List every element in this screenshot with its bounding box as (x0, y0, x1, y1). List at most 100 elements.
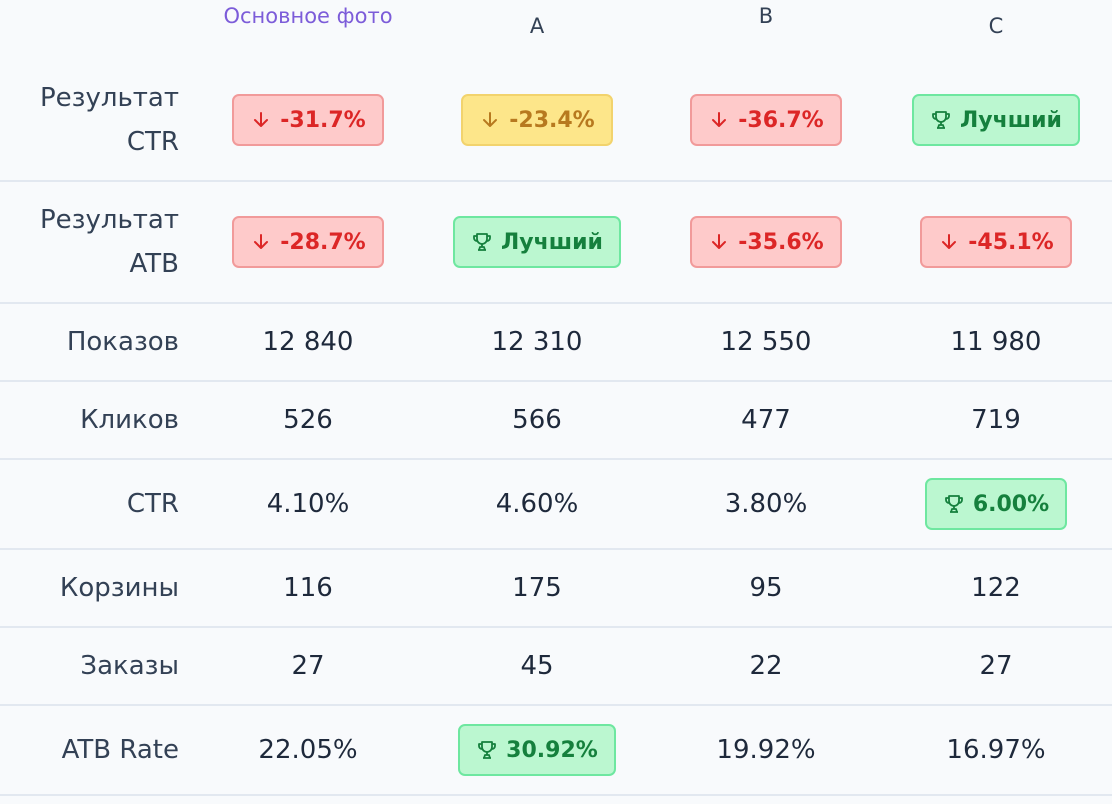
best-badge: Лучший (912, 94, 1080, 146)
cell-c: 11 980 (881, 304, 1111, 380)
column-header-c: C (988, 14, 1004, 38)
cell-value: 19.92% (716, 735, 816, 765)
badge-text: Лучший (501, 229, 603, 255)
cell-value: 45 (520, 651, 554, 681)
column-header-a: A (529, 14, 545, 38)
arrow-down-icon (250, 109, 272, 131)
cell-main-photo: -31.7% (193, 60, 423, 180)
cell-value: 27 (291, 651, 325, 681)
row-label: Корзины (59, 573, 179, 603)
table-header: Основное фото A B C (0, 0, 1112, 60)
cell-value: 566 (512, 405, 562, 435)
arrow-down-icon (938, 231, 960, 253)
cell-value: 175 (512, 573, 562, 603)
cell-b: -36.7% (651, 60, 881, 180)
arrow-down-icon (708, 231, 730, 253)
row-label: Результат ATB (39, 205, 179, 279)
best-badge: 6.00% (924, 478, 1068, 530)
cell-value: 4.60% (495, 489, 579, 519)
cell-main-photo: -28.7% (193, 182, 423, 302)
cell-c: 719 (881, 382, 1111, 458)
cell-b: -35.6% (651, 182, 881, 302)
cell-b: 477 (651, 382, 881, 458)
row-label: ATB Rate (61, 735, 179, 765)
badge-text: -35.6% (738, 229, 824, 255)
trophy-icon (476, 739, 498, 761)
cell-c: 6.00% (881, 460, 1111, 548)
badge-text: -45.1% (968, 229, 1054, 255)
table-row-ctr: CTR 4.10% 4.60% 3.80% 6.00% (0, 460, 1112, 550)
cell-value: 12 840 (262, 327, 354, 357)
cell-value: 526 (283, 405, 333, 435)
cell-c: 16.97% (881, 706, 1111, 794)
cell-value: 11 980 (950, 327, 1042, 357)
best-badge: 30.92% (458, 724, 616, 776)
table-row-orders: Заказы 27 45 22 27 (0, 628, 1112, 706)
row-label: Результат CTR (39, 83, 179, 157)
cell-c: Лучший (881, 60, 1111, 180)
table-row-carts: Корзины 116 175 95 122 (0, 550, 1112, 628)
cell-value: 12 310 (491, 327, 583, 357)
cell-value: 22.05% (258, 735, 358, 765)
badge-text: -31.7% (280, 107, 366, 133)
trophy-icon (471, 231, 493, 253)
cell-value: 3.80% (724, 489, 808, 519)
cell-main-photo: 22.05% (193, 706, 423, 794)
cell-main-photo: 116 (193, 550, 423, 626)
cell-main-photo: 526 (193, 382, 423, 458)
row-label: Кликов (80, 405, 179, 435)
column-header-b: B (758, 4, 774, 28)
table-row-ctr-result: Результат CTR -31.7% -23.4% -36.7% Лучший (0, 60, 1112, 182)
cell-a: -23.4% (422, 60, 652, 180)
row-label: Заказы (80, 651, 179, 681)
cell-value: 4.10% (266, 489, 350, 519)
delta-badge: -35.6% (690, 216, 842, 268)
row-label: CTR (126, 489, 179, 519)
cell-value: 22 (749, 651, 783, 681)
cell-value: 27 (979, 651, 1013, 681)
badge-text: Лучший (960, 107, 1062, 133)
cell-value: 95 (749, 573, 783, 603)
badge-text: -23.4% (509, 107, 595, 133)
cell-value: 16.97% (946, 735, 1046, 765)
cell-value: 477 (741, 405, 791, 435)
cell-main-photo: 12 840 (193, 304, 423, 380)
arrow-down-icon (479, 109, 501, 131)
badge-text: 30.92% (506, 737, 598, 763)
cell-a: Лучший (422, 182, 652, 302)
badge-text: 6.00% (972, 491, 1050, 517)
table-row-atb-rate: ATB Rate 22.05% 30.92% 19.92% 16.97% (0, 706, 1112, 796)
cell-b: 22 (651, 628, 881, 704)
column-header-main-photo: Основное фото (223, 4, 393, 28)
cell-a: 12 310 (422, 304, 652, 380)
cell-value: 719 (971, 405, 1021, 435)
cell-a: 175 (422, 550, 652, 626)
cell-main-photo: 27 (193, 628, 423, 704)
delta-badge: -23.4% (461, 94, 613, 146)
table-row-impressions: Показов 12 840 12 310 12 550 11 980 (0, 304, 1112, 382)
badge-text: -28.7% (280, 229, 366, 255)
best-badge: Лучший (453, 216, 621, 268)
cell-a: 30.92% (422, 706, 652, 794)
cell-value: 122 (971, 573, 1021, 603)
cell-c: 27 (881, 628, 1111, 704)
cell-b: 3.80% (651, 460, 881, 548)
trophy-icon (930, 109, 952, 131)
cell-value: 12 550 (720, 327, 812, 357)
arrow-down-icon (250, 231, 272, 253)
cell-b: 95 (651, 550, 881, 626)
delta-badge: -28.7% (232, 216, 384, 268)
table-row-clicks: Кликов 526 566 477 719 (0, 382, 1112, 460)
row-label: Показов (66, 327, 179, 357)
cell-a: 4.60% (422, 460, 652, 548)
cell-b: 12 550 (651, 304, 881, 380)
delta-badge: -45.1% (920, 216, 1072, 268)
arrow-down-icon (708, 109, 730, 131)
delta-badge: -36.7% (690, 94, 842, 146)
cell-c: -45.1% (881, 182, 1111, 302)
badge-text: -36.7% (738, 107, 824, 133)
cell-b: 19.92% (651, 706, 881, 794)
trophy-icon (943, 493, 965, 515)
cell-main-photo: 4.10% (193, 460, 423, 548)
